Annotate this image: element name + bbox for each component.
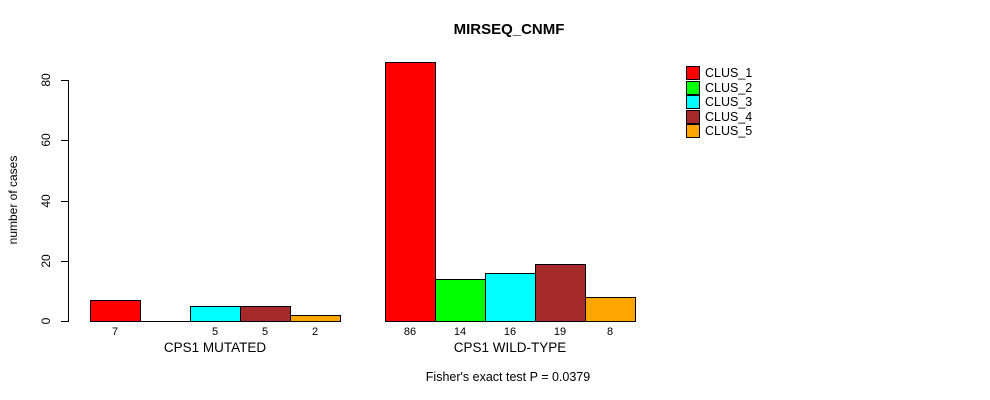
y-tick-label: 20	[39, 254, 53, 268]
y-axis-line	[68, 80, 69, 322]
bar-clus_3	[485, 273, 536, 322]
y-tick-mark	[61, 260, 68, 262]
chart-title: MIRSEQ_CNMF	[453, 21, 565, 38]
group-label: CPS1 WILD-TYPE	[453, 340, 567, 355]
legend-swatch-clus_5	[686, 124, 700, 138]
bar-value-label: 7	[111, 326, 119, 338]
bar-clus_1	[90, 300, 141, 322]
legend-label: CLUS_1	[705, 66, 753, 80]
bar-value-label: 14	[453, 326, 467, 338]
legend-swatch-clus_1	[686, 66, 700, 80]
fisher-test-caption: Fisher's exact test P = 0.0379	[425, 370, 591, 384]
bar-clus_5	[585, 297, 636, 322]
bar-clus_5	[290, 315, 341, 322]
y-tick-label: 60	[39, 133, 53, 147]
bar-value-label: 5	[211, 326, 219, 338]
bar-value-label: 19	[553, 326, 567, 338]
y-tick-label: 0	[39, 317, 53, 325]
y-tick-mark	[61, 200, 68, 202]
y-tick-label: 80	[39, 73, 53, 87]
bar-clus_4	[240, 306, 291, 322]
y-tick-label: 40	[39, 193, 53, 208]
bar-clus_4	[535, 264, 586, 322]
bar-value-label: 86	[403, 326, 417, 338]
y-axis-label: number of cases	[6, 155, 20, 245]
legend-swatch-clus_3	[686, 95, 700, 109]
group-label: CPS1 MUTATED	[163, 340, 267, 355]
legend-label: CLUS_2	[705, 80, 753, 95]
bar-value-label: 5	[261, 326, 269, 338]
y-tick-mark	[61, 140, 68, 142]
bar-value-label: 8	[606, 326, 614, 338]
y-tick-mark	[61, 321, 68, 322]
bar-clus_3	[190, 306, 241, 322]
legend-label: CLUS_4	[705, 109, 753, 124]
bar-clus_1	[385, 62, 436, 322]
bar-value-label: 2	[311, 326, 319, 338]
y-tick-mark	[61, 80, 68, 81]
bar-clus_2	[435, 279, 486, 322]
legend-label: CLUS_5	[705, 124, 753, 138]
legend-swatch-clus_4	[686, 109, 700, 124]
bar-value-label: 16	[503, 326, 517, 338]
legend-label: CLUS_3	[705, 95, 753, 109]
legend-swatch-clus_2	[686, 80, 700, 95]
